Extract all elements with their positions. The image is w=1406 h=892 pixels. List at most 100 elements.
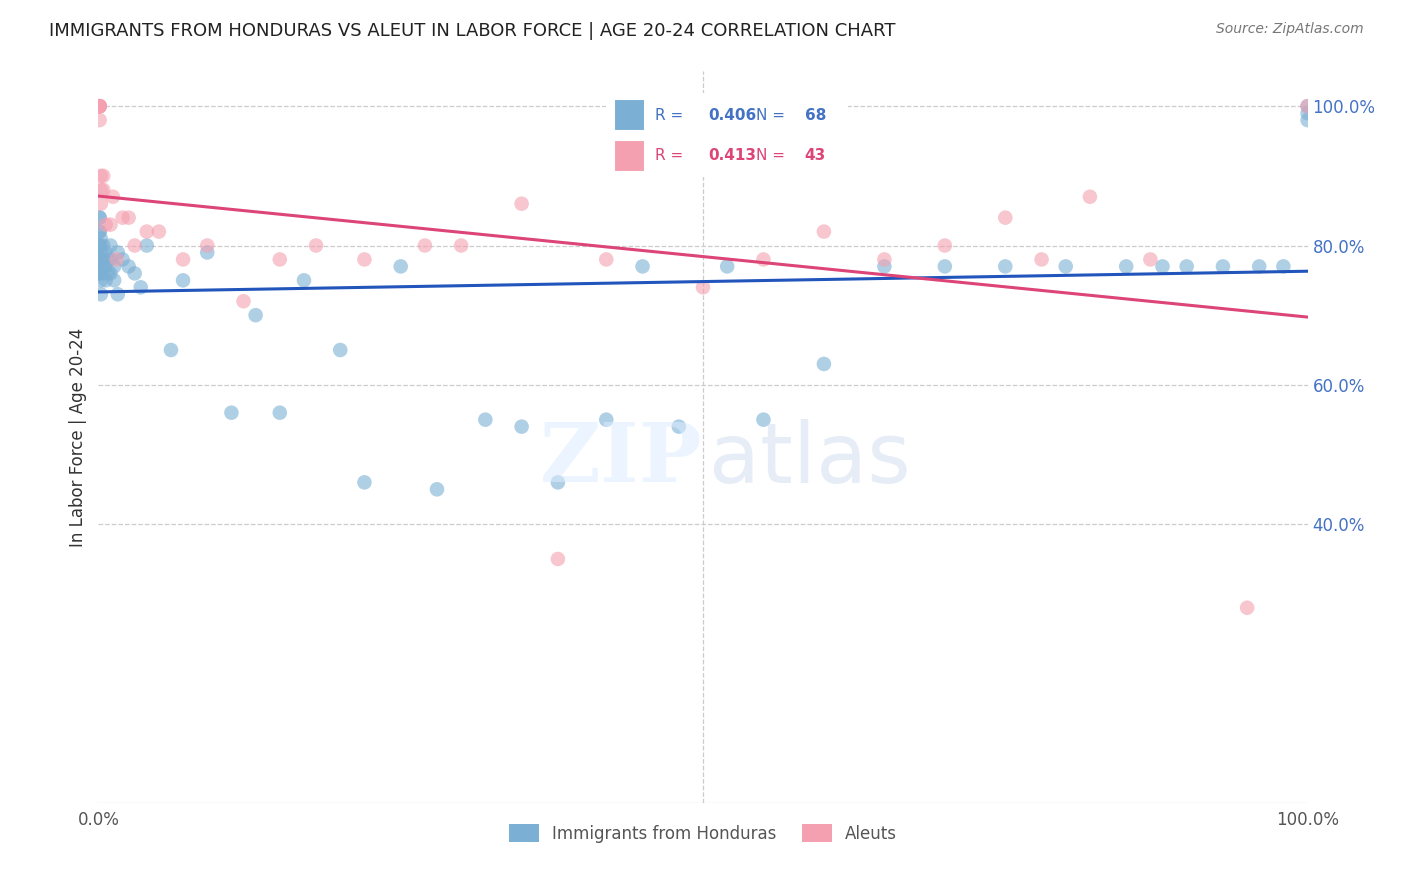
Point bbox=[97, 252, 120, 267]
Point bbox=[101, 190, 124, 204]
Point bbox=[474, 412, 496, 426]
Point bbox=[450, 238, 472, 252]
Point bbox=[292, 273, 315, 287]
Point bbox=[118, 260, 141, 274]
Point bbox=[89, 252, 111, 267]
Point bbox=[245, 308, 267, 322]
Point bbox=[1296, 99, 1319, 113]
Point bbox=[89, 238, 111, 252]
Point bbox=[89, 99, 111, 113]
Point bbox=[692, 280, 714, 294]
Point bbox=[547, 552, 569, 566]
Point bbox=[1031, 252, 1053, 267]
Point bbox=[89, 113, 111, 128]
Point bbox=[595, 412, 617, 426]
Point bbox=[221, 406, 243, 420]
Point bbox=[89, 238, 111, 252]
Point bbox=[1212, 260, 1234, 274]
Point bbox=[94, 273, 117, 287]
Point bbox=[129, 280, 152, 294]
Point bbox=[90, 287, 112, 301]
Text: atlas: atlas bbox=[709, 418, 911, 500]
Point bbox=[94, 218, 117, 232]
Point bbox=[89, 99, 111, 113]
Point bbox=[135, 238, 157, 252]
Point bbox=[103, 273, 125, 287]
Point bbox=[89, 99, 111, 113]
Point bbox=[1152, 260, 1174, 274]
Point bbox=[100, 266, 122, 280]
Point bbox=[107, 287, 129, 301]
Point bbox=[97, 266, 120, 280]
Point bbox=[89, 99, 111, 113]
Point bbox=[1296, 113, 1319, 128]
Point bbox=[1139, 252, 1161, 267]
Point bbox=[94, 245, 117, 260]
Point bbox=[232, 294, 254, 309]
Point bbox=[1296, 99, 1319, 113]
Point bbox=[269, 252, 291, 267]
Point bbox=[994, 211, 1017, 225]
Point bbox=[89, 211, 111, 225]
Point bbox=[353, 475, 375, 490]
Point bbox=[1115, 260, 1137, 274]
Point bbox=[107, 245, 129, 260]
Point bbox=[873, 260, 896, 274]
Point bbox=[111, 211, 134, 225]
Point bbox=[91, 238, 114, 252]
Point bbox=[105, 252, 128, 267]
Point bbox=[94, 260, 117, 274]
Point bbox=[547, 475, 569, 490]
Point bbox=[100, 252, 122, 267]
Point bbox=[934, 238, 956, 252]
Point bbox=[100, 218, 122, 232]
Point bbox=[90, 169, 112, 183]
Point bbox=[172, 252, 194, 267]
Point bbox=[111, 252, 134, 267]
Point bbox=[752, 252, 775, 267]
Point bbox=[1175, 260, 1198, 274]
Point bbox=[1272, 260, 1295, 274]
Point bbox=[135, 225, 157, 239]
Point bbox=[813, 225, 835, 239]
Point bbox=[1078, 190, 1101, 204]
Point bbox=[716, 260, 738, 274]
Point bbox=[631, 260, 654, 274]
Point bbox=[90, 260, 112, 274]
Point bbox=[595, 252, 617, 267]
Point bbox=[1296, 106, 1319, 120]
Text: Source: ZipAtlas.com: Source: ZipAtlas.com bbox=[1216, 22, 1364, 37]
Point bbox=[389, 260, 412, 274]
Point bbox=[89, 266, 111, 280]
Text: IMMIGRANTS FROM HONDURAS VS ALEUT IN LABOR FORCE | AGE 20-24 CORRELATION CHART: IMMIGRANTS FROM HONDURAS VS ALEUT IN LAB… bbox=[49, 22, 896, 40]
Point bbox=[934, 260, 956, 274]
Point bbox=[510, 196, 533, 211]
Point bbox=[172, 273, 194, 287]
Point bbox=[90, 196, 112, 211]
Point bbox=[510, 419, 533, 434]
Point bbox=[89, 266, 111, 280]
Point bbox=[269, 406, 291, 420]
Point bbox=[994, 260, 1017, 274]
Text: ZIP: ZIP bbox=[540, 419, 703, 499]
Point bbox=[305, 238, 328, 252]
Point bbox=[329, 343, 352, 357]
Point bbox=[124, 238, 146, 252]
Point bbox=[91, 183, 114, 197]
Point bbox=[100, 238, 122, 252]
Point bbox=[89, 211, 111, 225]
Point bbox=[195, 238, 218, 252]
Point bbox=[353, 252, 375, 267]
Point bbox=[90, 231, 112, 245]
Point bbox=[89, 252, 111, 267]
Point bbox=[89, 99, 111, 113]
Point bbox=[91, 169, 114, 183]
Point bbox=[1249, 260, 1271, 274]
Point bbox=[1054, 260, 1077, 274]
Point bbox=[89, 225, 111, 239]
Point bbox=[148, 225, 170, 239]
Point bbox=[413, 238, 436, 252]
Point bbox=[89, 225, 111, 239]
Point bbox=[426, 483, 449, 497]
Point bbox=[89, 99, 111, 113]
